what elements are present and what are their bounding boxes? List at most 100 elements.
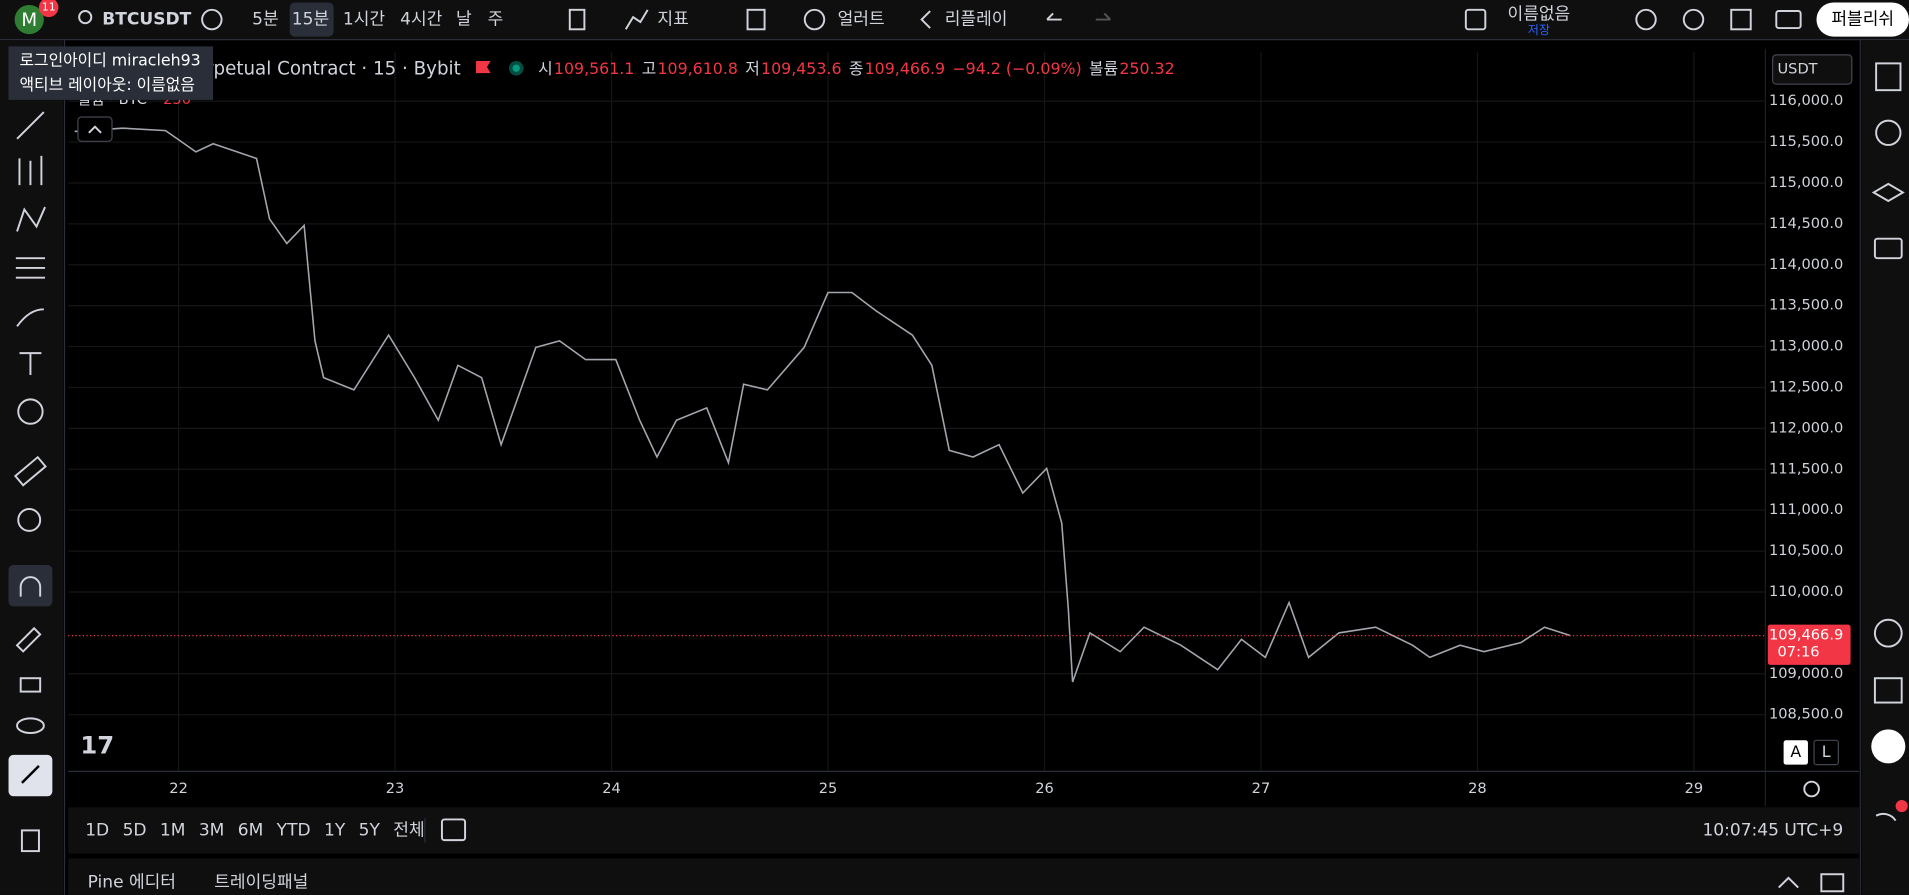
link-tool[interactable] (21, 765, 40, 784)
layout-icon (1464, 8, 1487, 31)
tooltip-login: 로그인아이디 miracleh93 (19, 50, 200, 69)
tooltip-layout: 액티브 레이아웃: 이름없음 (19, 75, 194, 94)
interval[interactable]: 날 (456, 10, 472, 30)
drawing-tools (8, 111, 53, 853)
text-tool[interactable] (19, 352, 42, 376)
flag (476, 60, 491, 74)
quick-search[interactable] (1635, 8, 1657, 31)
forecast-tool[interactable] (15, 257, 46, 279)
fullscreen[interactable] (1730, 8, 1752, 31)
redo[interactable] (1095, 12, 1112, 21)
right-sidebar (1861, 40, 1909, 895)
y-tick-label: 114,000.0 (1769, 256, 1843, 273)
interval[interactable]: 15분 (292, 10, 329, 30)
plot (68, 127, 1766, 683)
chart-type[interactable] (568, 8, 586, 31)
settings[interactable] (1682, 8, 1705, 31)
market-status-dot (512, 64, 520, 72)
news[interactable] (1873, 618, 1903, 648)
log-scale[interactable] (1813, 739, 1839, 766)
price-line (74, 127, 1571, 683)
fib-tool[interactable] (18, 155, 43, 186)
expand-panel[interactable] (1778, 876, 1799, 889)
trend-line-tool[interactable] (16, 111, 45, 140)
sidebar-icons (1871, 62, 1908, 822)
collapse-icon (88, 125, 102, 134)
magnet-bg (8, 564, 53, 607)
y-tick-label: 111,500.0 (1769, 460, 1843, 477)
legend-open-label: 시 (538, 59, 553, 78)
x-tick-label: 24 (602, 780, 621, 797)
undo[interactable] (1046, 12, 1062, 21)
range-button[interactable]: 5D (123, 820, 147, 840)
trading-panel-tab[interactable]: 트레이딩패널 (214, 873, 308, 893)
chats[interactable] (1873, 237, 1903, 260)
maximize-panel[interactable] (1820, 873, 1845, 893)
currency-select[interactable] (1772, 54, 1853, 85)
alerts-panel[interactable] (1875, 119, 1902, 146)
range-button[interactable]: 1M (160, 820, 186, 840)
layouts-icon[interactable] (746, 8, 766, 31)
range-button[interactable]: 6M (238, 820, 264, 840)
layout-name[interactable]: 이름없음 (1508, 5, 1571, 25)
range-button[interactable]: 1Y (324, 820, 346, 840)
interval[interactable]: 4시간 (400, 10, 443, 30)
legend-volume: 250.32 (1119, 59, 1174, 78)
lock-tool[interactable] (19, 677, 42, 693)
range-button[interactable]: 5Y (359, 820, 381, 840)
snapshot[interactable] (1775, 10, 1802, 30)
stream[interactable] (1875, 812, 1897, 822)
brush-tool[interactable] (16, 308, 44, 327)
y-tick-label: 115,000.0 (1769, 174, 1843, 191)
legend-high-label: 고 (642, 59, 657, 78)
lock-drawings-tool[interactable] (15, 626, 42, 653)
icon-tool[interactable] (17, 398, 44, 425)
add-symbol[interactable] (201, 8, 223, 31)
indicators-icon (624, 9, 649, 30)
replay[interactable]: 리플레이 (945, 10, 1008, 30)
range-button[interactable]: YTD (276, 820, 311, 840)
pattern-tool[interactable] (16, 206, 46, 232)
magnet-tool[interactable] (19, 576, 42, 597)
avatar[interactable] (14, 4, 44, 35)
alerts[interactable]: 얼러트 (838, 10, 885, 30)
interval[interactable]: 1시간 (343, 10, 386, 30)
range-button[interactable]: 전체 (393, 820, 424, 840)
interval[interactable]: 5분 (252, 10, 279, 30)
active-interval (289, 2, 334, 37)
pine-editor-tab[interactable]: Pine 에디터 (88, 873, 176, 893)
save[interactable]: 저장 (1528, 23, 1550, 37)
indicators[interactable]: 지표 (657, 10, 688, 30)
y-tick-label: 109,000.0 (1769, 665, 1843, 682)
watchlist[interactable] (1875, 62, 1902, 92)
legend-high: 109,610.8 (657, 59, 737, 78)
range-button[interactable]: 1D (85, 820, 109, 840)
auto-scale[interactable] (1783, 740, 1808, 765)
products[interactable] (1871, 729, 1906, 764)
last-price-label: 109,466.9 (1769, 627, 1843, 644)
hide-tool[interactable] (16, 717, 45, 734)
delete-tool[interactable] (20, 829, 40, 853)
last-price-box (1767, 624, 1851, 665)
search-icon (78, 10, 93, 25)
goto-date[interactable] (440, 818, 467, 842)
badge-count: 11 (42, 0, 56, 13)
interval[interactable]: 주 (488, 10, 504, 30)
measure-tool[interactable] (13, 455, 47, 487)
object-tree[interactable] (1871, 182, 1905, 203)
panel-bar (68, 858, 1860, 895)
legend-close: 109,466.9 (865, 59, 945, 78)
range-button[interactable]: 3M (199, 820, 225, 840)
symbol[interactable]: BTCUSDT (102, 10, 191, 30)
calendar[interactable] (1873, 677, 1903, 704)
collapse-button[interactable] (77, 116, 113, 142)
log-scale-label: L (1822, 742, 1831, 761)
symbol-description: erpetual Contract · 15 · Bybit (195, 58, 461, 79)
y-tick-label: 116,000.0 (1769, 92, 1843, 109)
y-tick-label: 113,500.0 (1769, 297, 1843, 314)
legend-change: −94.2 (−0.09%) (952, 59, 1081, 78)
zoom-tool[interactable] (17, 508, 42, 532)
axis-settings[interactable] (1803, 780, 1820, 798)
publish-button[interactable] (1816, 2, 1909, 37)
